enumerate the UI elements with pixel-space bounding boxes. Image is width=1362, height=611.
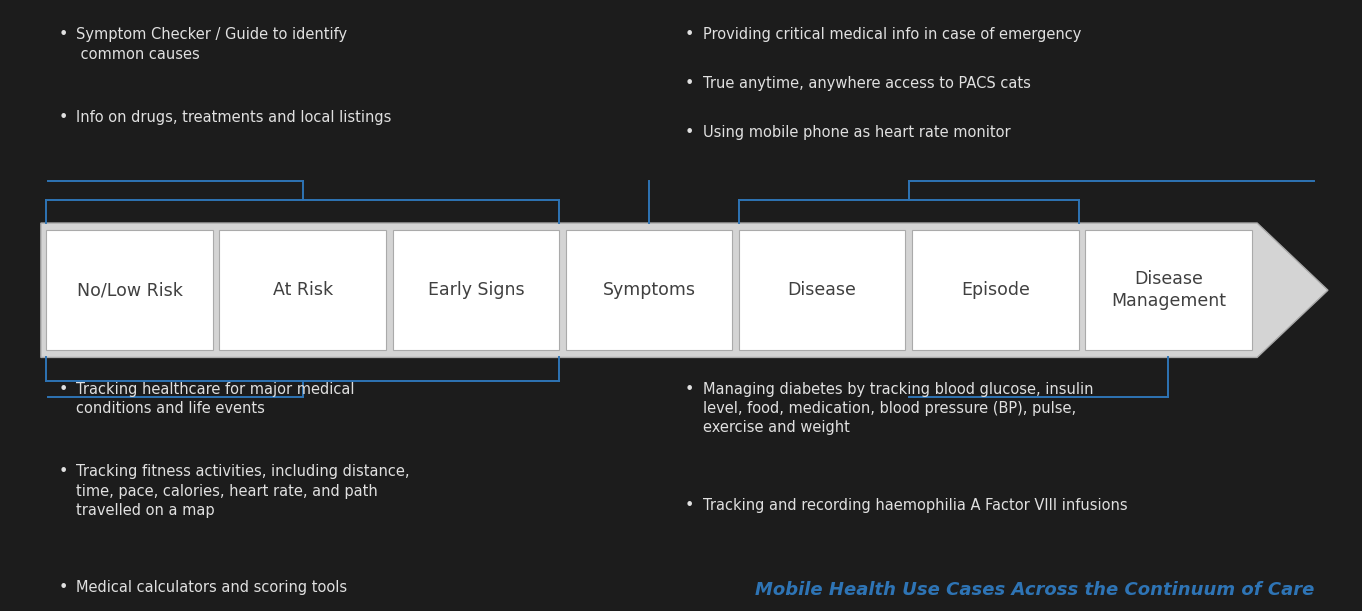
Text: •: • [59, 382, 68, 397]
Text: Tracking fitness activities, including distance,
time, pace, calories, heart rat: Tracking fitness activities, including d… [76, 464, 410, 518]
Text: Using mobile phone as heart rate monitor: Using mobile phone as heart rate monitor [703, 125, 1011, 141]
FancyBboxPatch shape [392, 230, 558, 350]
FancyBboxPatch shape [46, 230, 212, 350]
Text: Symptoms: Symptoms [602, 281, 696, 299]
Text: •: • [59, 27, 68, 43]
Text: At Risk: At Risk [272, 281, 332, 299]
Text: •: • [59, 464, 68, 480]
Text: •: • [685, 382, 695, 397]
Text: Disease: Disease [787, 281, 857, 299]
Text: •: • [59, 110, 68, 125]
Text: Early Signs: Early Signs [428, 281, 524, 299]
Text: •: • [59, 580, 68, 596]
FancyBboxPatch shape [913, 230, 1079, 350]
FancyBboxPatch shape [1086, 230, 1252, 350]
Text: Medical calculators and scoring tools: Medical calculators and scoring tools [76, 580, 347, 596]
Text: No/Low Risk: No/Low Risk [76, 281, 183, 299]
Text: Disease
Management: Disease Management [1111, 270, 1226, 310]
Text: •: • [685, 76, 695, 92]
Text: Tracking and recording haemophilia A Factor VIII infusions: Tracking and recording haemophilia A Fac… [703, 498, 1128, 513]
Text: •: • [685, 125, 695, 141]
Text: •: • [685, 498, 695, 513]
Text: Managing diabetes by tracking blood glucose, insulin
level, food, medication, bl: Managing diabetes by tracking blood gluc… [703, 382, 1094, 435]
FancyBboxPatch shape [219, 230, 385, 350]
FancyBboxPatch shape [565, 230, 733, 350]
Text: Info on drugs, treatments and local listings: Info on drugs, treatments and local list… [76, 110, 392, 125]
Text: True anytime, anywhere access to PACS cats: True anytime, anywhere access to PACS ca… [703, 76, 1031, 92]
Text: Providing critical medical info in case of emergency: Providing critical medical info in case … [703, 27, 1081, 43]
Text: •: • [685, 27, 695, 43]
Text: Mobile Health Use Cases Across the Continuum of Care: Mobile Health Use Cases Across the Conti… [755, 581, 1314, 599]
Text: Symptom Checker / Guide to identify
 common causes: Symptom Checker / Guide to identify comm… [76, 27, 347, 62]
Text: Tracking healthcare for major medical
conditions and life events: Tracking healthcare for major medical co… [76, 382, 354, 416]
FancyBboxPatch shape [740, 230, 906, 350]
Polygon shape [41, 223, 1328, 357]
Text: Episode: Episode [962, 281, 1030, 299]
